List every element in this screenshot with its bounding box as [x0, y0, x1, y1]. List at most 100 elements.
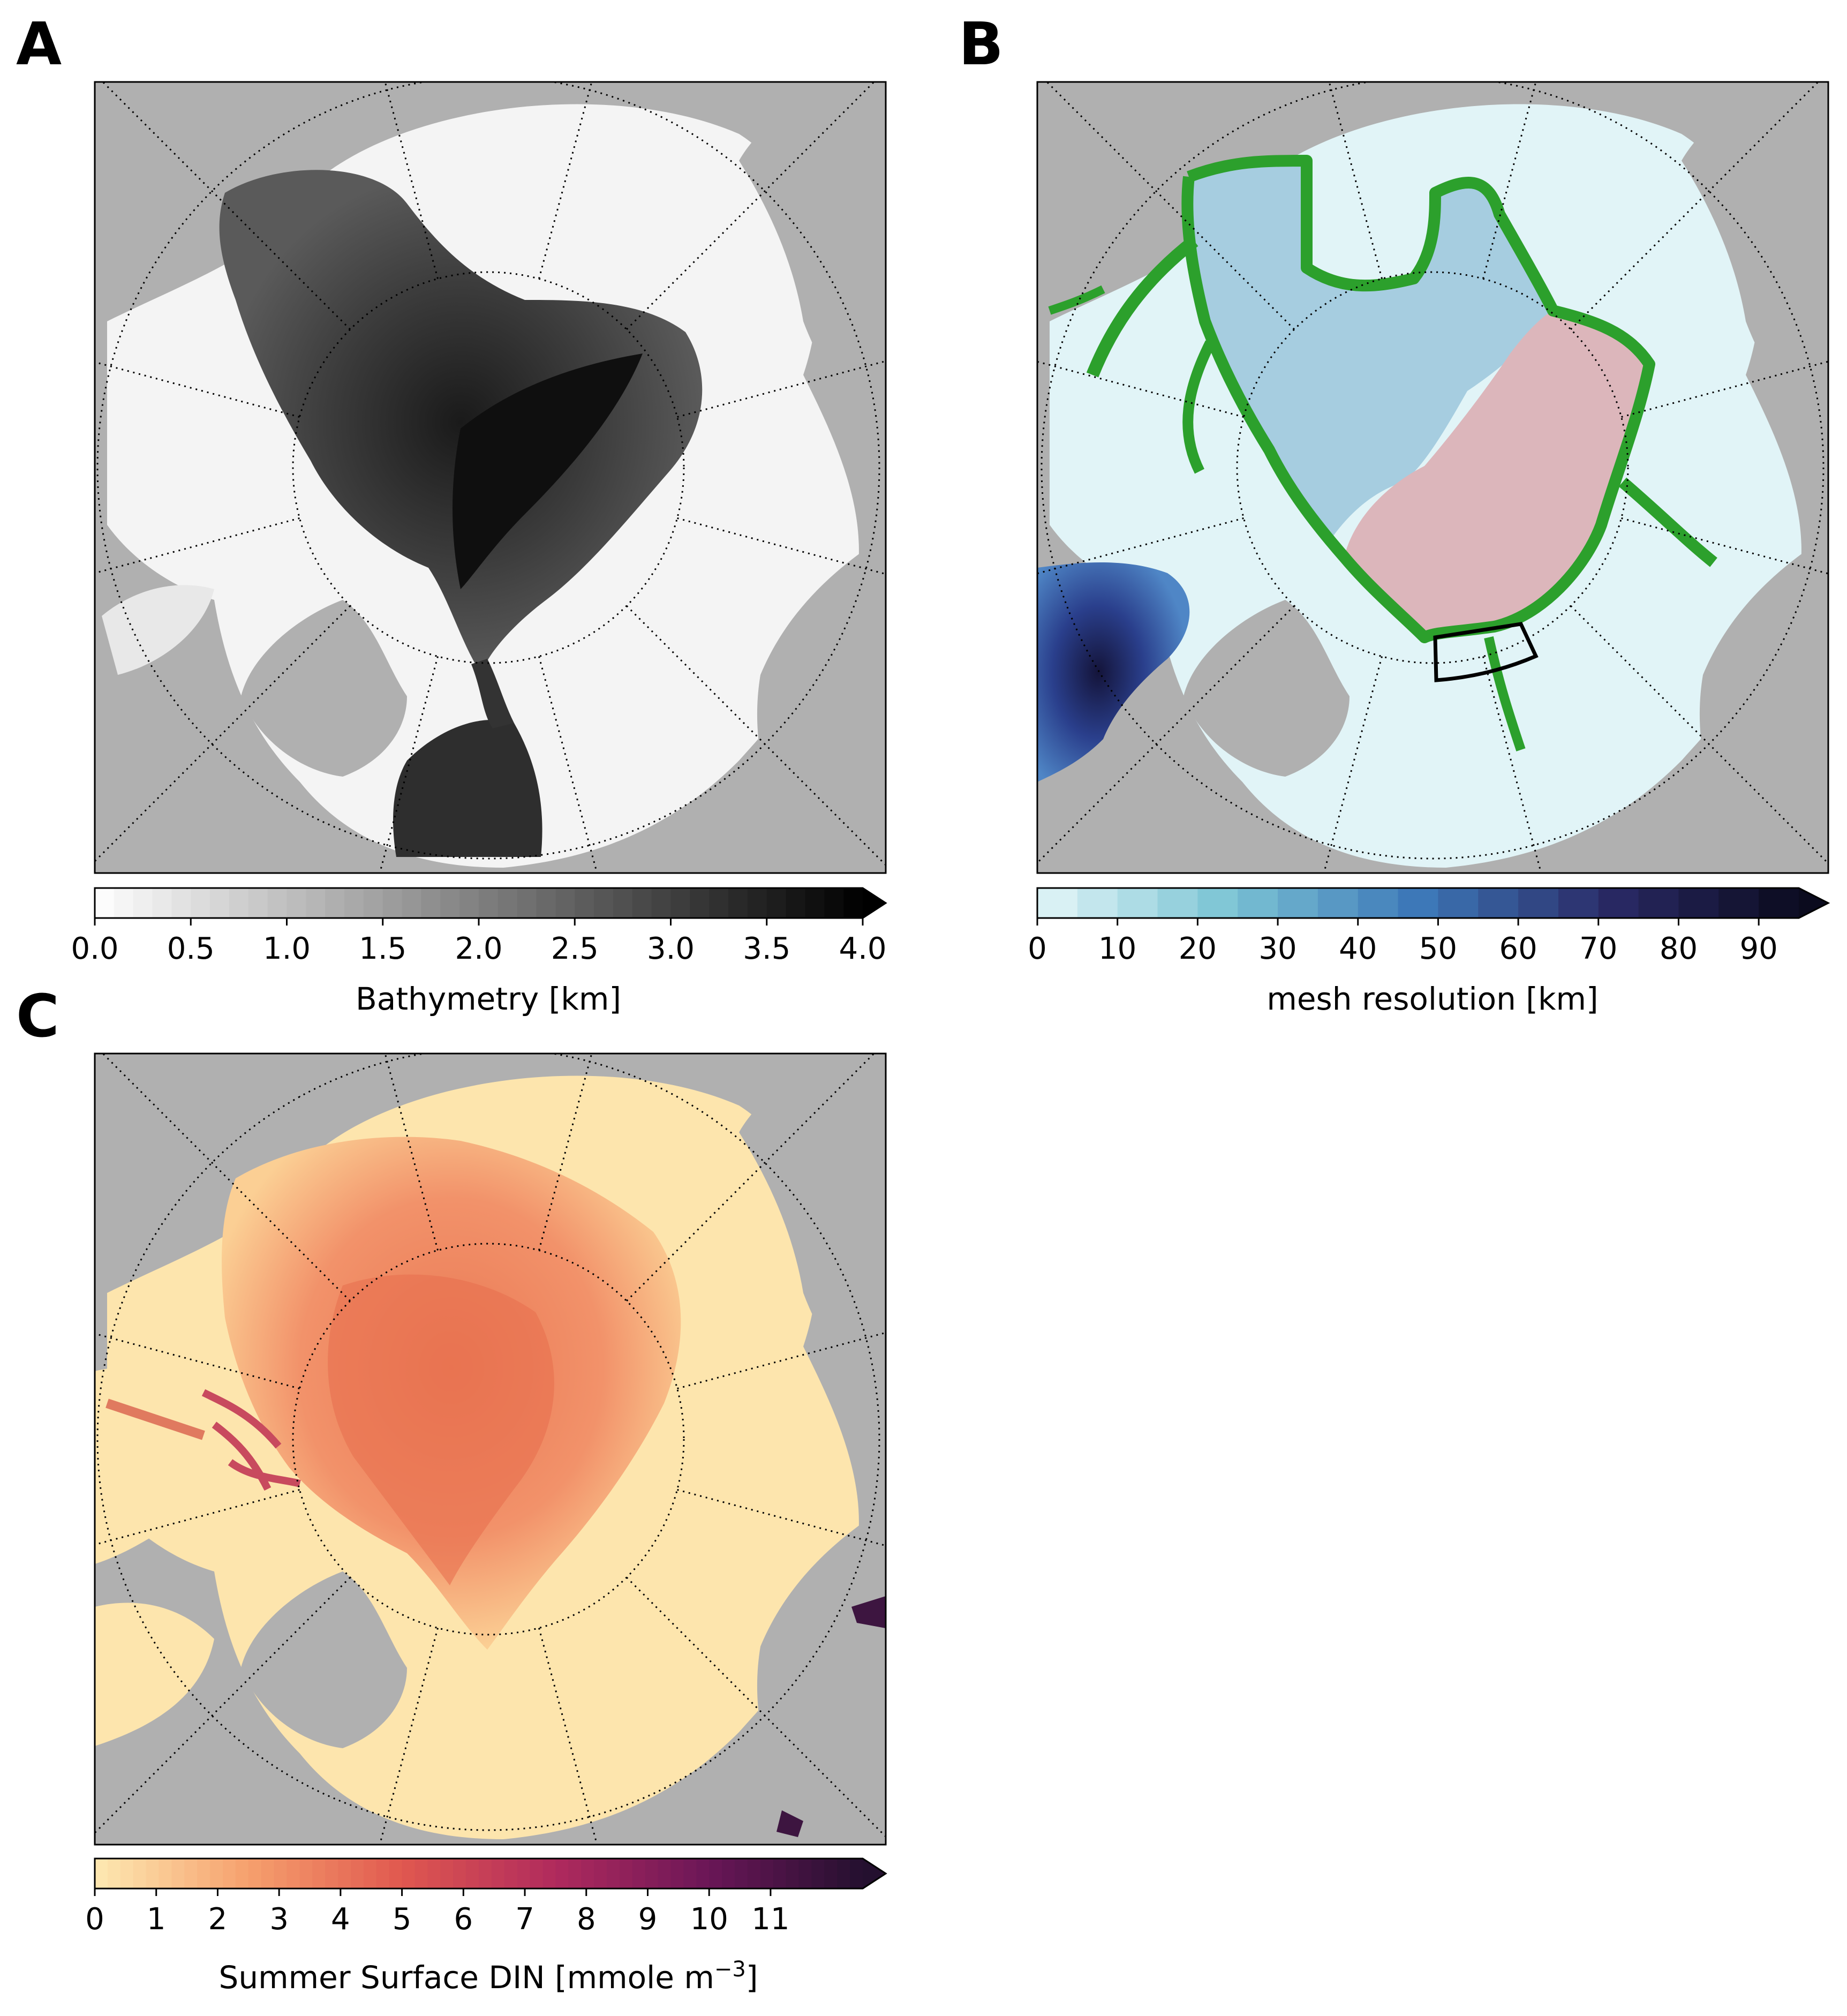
- land-europe-a: [757, 536, 886, 873]
- panel-letter-b: B: [959, 10, 1004, 78]
- channels-c2: [105, 1398, 205, 1440]
- colorbar-tick-label: 6: [454, 1902, 473, 1937]
- colorbar-tick-label: 2: [208, 1902, 228, 1937]
- deep-basin-a: [219, 170, 703, 675]
- colorbar-cell: [274, 1859, 288, 1889]
- map-c: [95, 1054, 886, 1845]
- colorbar-cell: [479, 1859, 492, 1889]
- colorbar-cell: [453, 1859, 466, 1889]
- colorbar-cell: [338, 1859, 351, 1889]
- colorbar-cell: [421, 888, 441, 918]
- colorbar-cell: [536, 888, 556, 918]
- colorbar-cell: [843, 888, 863, 918]
- map-frame-a: [94, 81, 887, 874]
- colorbar-a-outline: [94, 887, 887, 919]
- study-box-b: [1433, 622, 1539, 682]
- colorbar-tick-label: 7: [515, 1902, 534, 1937]
- colorbar-cell: [1157, 888, 1198, 918]
- colorbar-tick-label: 2.0: [455, 931, 502, 966]
- colorbar-tick-label: 80: [1660, 931, 1698, 966]
- coastal-high-din-c2: [777, 1810, 803, 1837]
- land-siberia-c: [739, 1054, 886, 1411]
- colorbar-cell: [1678, 888, 1719, 918]
- shelf-branch-b1: [1086, 236, 1198, 378]
- colorbar-tick-label: 9: [638, 1902, 658, 1937]
- colorbar-tick-label: 30: [1258, 931, 1296, 966]
- colorbar-cell: [690, 888, 710, 918]
- panel-b: B: [959, 10, 1830, 1017]
- colorbar-tick-label: 0: [1028, 931, 1047, 966]
- colorbar-cell: [747, 1859, 761, 1889]
- colorbar-cell: [1438, 888, 1479, 918]
- colorbar-cell: [159, 1859, 172, 1889]
- colorbar-cell: [351, 1859, 364, 1889]
- colorbar-cell: [152, 888, 172, 918]
- colorbar-cell: [735, 1859, 748, 1889]
- land-greenland-c: [241, 1571, 407, 1748]
- colorbar-b-extend-triangle: [1799, 888, 1828, 918]
- graticule-a: [95, 82, 886, 873]
- colorbar-cell: [312, 1859, 326, 1889]
- colorbar-cell: [683, 1859, 697, 1889]
- colorbar-cell: [440, 1859, 454, 1889]
- colorbar-cell: [1238, 888, 1278, 918]
- colorbar-cell: [120, 1859, 134, 1889]
- colorbar-tick-label: 50: [1419, 931, 1457, 966]
- coarse-mesh-patch-b: [1037, 562, 1190, 782]
- region-2-b: [1344, 311, 1649, 637]
- colorbar-cell: [267, 888, 288, 918]
- graticule-b: [1037, 82, 1828, 873]
- colorbar-tick-label: 60: [1499, 931, 1537, 966]
- colorbar-cell: [555, 1859, 569, 1889]
- panel-letter-a: A: [16, 10, 62, 78]
- colorbar-cell: [133, 888, 153, 918]
- land-siberia-a: [739, 82, 886, 439]
- shelf-branch-b3: [1618, 477, 1717, 567]
- map-frame-b: [1036, 81, 1829, 874]
- channels-c: [201, 1389, 301, 1491]
- colorbar-cell: [517, 1859, 531, 1889]
- colorbar-cell: [709, 1859, 722, 1889]
- colorbar-cell: [1718, 888, 1759, 918]
- colorbar-tick-label: 0: [85, 1902, 104, 1937]
- colorbar-cell: [568, 1859, 582, 1889]
- land-americas-c: [95, 1762, 177, 1845]
- colorbar-cell: [344, 888, 364, 918]
- colorbar-cell: [696, 1859, 710, 1889]
- colorbar-cell: [325, 1859, 338, 1889]
- shelf-contour-b: [1181, 155, 1655, 643]
- colorbar-a: 0.0 0.5 1.0 1.5 2.0 2.5 3.0 3.5 4.0 Bathymetry […: [71, 887, 887, 1017]
- colorbar-tick-label: 0.0: [71, 931, 118, 966]
- colorbar-cell: [376, 1859, 390, 1889]
- colorbar-tick-label: 20: [1179, 931, 1217, 966]
- colorbar-cell: [728, 888, 748, 918]
- land-siberia-b: [1682, 82, 1828, 439]
- colorbar-tick-label: 4: [331, 1902, 350, 1937]
- colorbar-cell: [1197, 888, 1238, 918]
- colorbar-tick-label: 3: [269, 1902, 289, 1937]
- land-americas-a: [95, 670, 221, 873]
- colorbar-tick-label: 0.5: [167, 931, 215, 966]
- colorbar-cell: [722, 1859, 735, 1889]
- colorbar-cell: [1317, 888, 1359, 918]
- colorbar-cell: [632, 1859, 646, 1889]
- colorbar-cell: [504, 1859, 518, 1889]
- coastal-high-din-c: [851, 1596, 886, 1628]
- panel-a: A 0.0 0.5 1.0 1: [16, 10, 887, 1017]
- colorbar-cell: [760, 1859, 774, 1889]
- map-b: [1037, 82, 1828, 873]
- colorbar-cell: [299, 1859, 313, 1889]
- deep-basin-a2: [453, 353, 643, 589]
- colorbar-tick-label: 1.0: [263, 931, 311, 966]
- colorbar-cell: [1598, 888, 1639, 918]
- colorbar-cell: [658, 1859, 672, 1889]
- colorbar-cell: [223, 1859, 236, 1889]
- colorbar-cell: [766, 888, 787, 918]
- colorbar-cell: [287, 1859, 300, 1889]
- colorbar-cell: [107, 1859, 121, 1889]
- colorbar-cell: [261, 1859, 275, 1889]
- colorbar-cell: [747, 888, 767, 918]
- colorbar-cell: [1117, 888, 1158, 918]
- colorbar-cell: [645, 1859, 659, 1889]
- colorbar-cell: [114, 888, 134, 918]
